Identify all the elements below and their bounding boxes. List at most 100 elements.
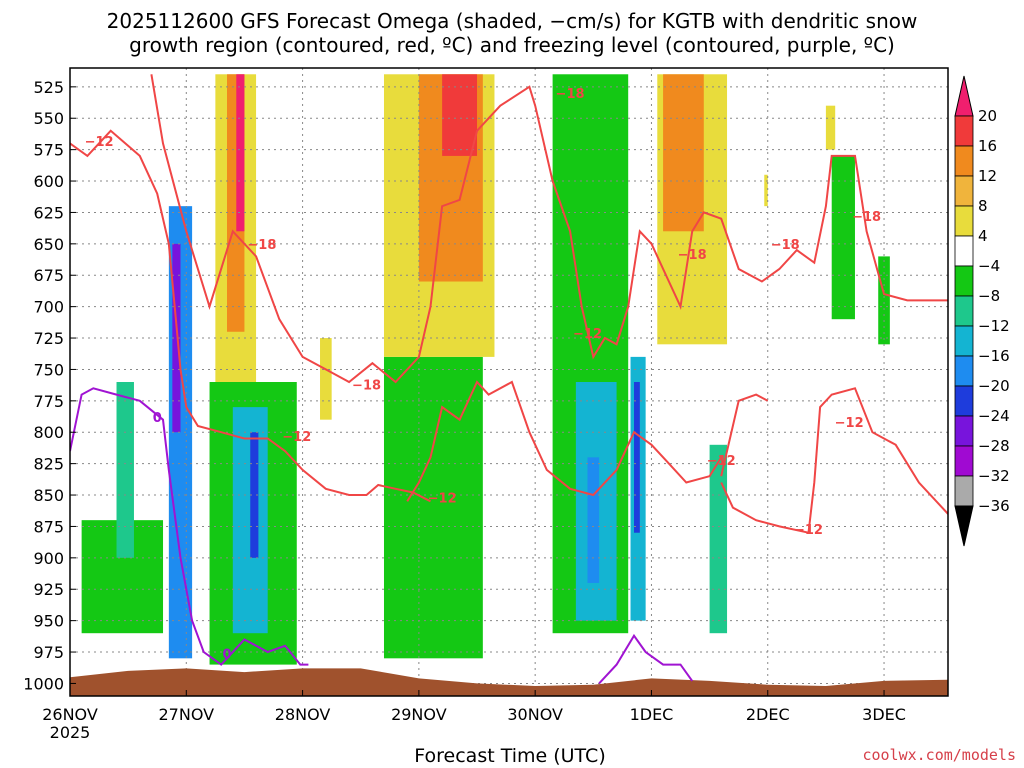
omega-region-25 (831, 155, 855, 320)
colorbar-seg-9 (954, 355, 974, 387)
gridlines (70, 68, 948, 696)
dgz-label-3: −12 (282, 430, 311, 445)
terrain (70, 668, 948, 696)
ytick-label-525: 525 (33, 78, 64, 97)
x-year-label: 2025 (50, 723, 91, 742)
omega-region-22 (709, 444, 728, 634)
colorbar-label-5: −4 (978, 257, 1000, 275)
dgz-contour-5 (807, 387, 948, 533)
omega-region-14 (442, 74, 478, 156)
omega-region-26 (878, 256, 890, 345)
freezing-label-0: 0 (153, 411, 162, 426)
xtick-label-29NOV: 29NOV (391, 705, 447, 724)
colorbar-seg-13 (954, 475, 974, 507)
ytick-label-900: 900 (33, 549, 64, 568)
colorbar-seg-7 (954, 295, 974, 327)
dgz-label-1: −18 (247, 238, 276, 253)
dgz-label-10: −18 (852, 210, 881, 225)
colorbar-label-0: 20 (978, 107, 997, 125)
dgz-label-5: −18 (678, 248, 707, 263)
colorbar-label-8: −16 (978, 347, 1010, 365)
colorbar-label-7: −12 (978, 317, 1010, 335)
freezing-contour-1 (598, 633, 694, 685)
ytick-label-725: 725 (33, 329, 64, 348)
omega-region-24 (825, 105, 836, 150)
dgz-contour-2 (406, 380, 723, 502)
colorbar-seg-8 (954, 325, 974, 357)
dgz-label-4: −18 (556, 87, 585, 102)
xtick-label-30NOV: 30NOV (507, 705, 563, 724)
xtick-label-27NOV: 27NOV (158, 705, 214, 724)
colorbar-seg-12 (954, 445, 974, 477)
ytick-label-875: 875 (33, 517, 64, 536)
colorbar: 20 16 12 8 4 −4 −8 −12 −16 −20 −24 −28 −32 −36 (954, 75, 1010, 547)
xtick-label-1DEC: 1DEC (630, 705, 674, 724)
x-axis-label: Forecast Time (UTC) (414, 745, 605, 767)
colorbar-label-6: −8 (978, 287, 1000, 305)
omega-region-6 (250, 432, 259, 558)
ytick-label-850: 850 (33, 486, 64, 505)
colorbar-label-10: −24 (978, 407, 1010, 425)
colorbar-seg-4 (954, 205, 974, 237)
ytick-label-950: 950 (33, 612, 64, 631)
colorbar-label-4: 4 (978, 227, 988, 245)
omega-region-3 (116, 382, 134, 558)
ytick-label-775: 775 (33, 392, 64, 411)
ytick-label-1000: 1000 (23, 674, 64, 693)
ytick-label-750: 750 (33, 360, 64, 379)
dgz-contour-1 (150, 74, 948, 384)
chart-title-line1: 2025112600 GFS Forecast Omega (shaded, −… (107, 9, 918, 33)
ytick-label-800: 800 (33, 423, 64, 442)
colorbar-seg-3 (954, 175, 974, 207)
colorbar-seg-6 (954, 265, 974, 297)
dgz-contours (70, 74, 948, 534)
omega-region-19 (634, 382, 640, 533)
ytick-label-575: 575 (33, 141, 64, 160)
xtick-label-26NOV: 26NOV (42, 705, 98, 724)
dgz-label-8: −18 (771, 238, 800, 253)
dgz-label-7: −12 (428, 492, 457, 507)
freezing-level-contours (70, 387, 694, 685)
colorbar-seg-1 (954, 115, 974, 147)
colorbar-label-1: 16 (978, 137, 997, 155)
colorbar-label-13: −36 (978, 497, 1010, 515)
colorbar-top-arrow (954, 75, 974, 117)
ytick-label-675: 675 (33, 266, 64, 285)
omega-region-10 (320, 338, 332, 420)
x-axis: 26NOV 27NOV 28NOV 29NOV 30NOV 1DEC 2DEC 3DEC (42, 690, 906, 724)
dgz-label-0: −12 (85, 135, 114, 150)
colorbar-bottom-arrow (954, 505, 974, 547)
dgz-label-2: −18 (352, 379, 381, 394)
ytick-label-925: 925 (33, 580, 64, 599)
plot-frame (69, 67, 949, 697)
dgz-label-6: −12 (573, 327, 602, 342)
ytick-label-550: 550 (33, 109, 64, 128)
omega-region-9 (236, 74, 245, 232)
y-axis: 525 550 575 600 625 650 675 700 725 750 775 800 825 8… (23, 78, 76, 693)
credit-text: coolwx.com/models (862, 746, 1016, 764)
dgz-label-12: −12 (794, 523, 823, 538)
dgz-contour-3 (720, 482, 809, 534)
dgz-contour-0 (70, 129, 431, 503)
colorbar-seg-2 (954, 145, 974, 177)
colorbar-label-3: 8 (978, 197, 988, 215)
dgz-label-9: −12 (707, 454, 736, 469)
ytick-label-825: 825 (33, 455, 64, 474)
colorbar-seg-10 (954, 385, 974, 417)
omega-shading (81, 74, 890, 665)
dgz-label-11: −12 (835, 416, 864, 431)
colorbar-label-12: −32 (978, 467, 1010, 485)
colorbar-label-2: 12 (978, 167, 997, 185)
terrain-area (70, 668, 948, 696)
omega-region-21 (663, 74, 704, 232)
ytick-label-650: 650 (33, 235, 64, 254)
ytick-label-600: 600 (33, 172, 64, 191)
freezing-contour-0 (70, 387, 309, 666)
colorbar-seg-5 (954, 235, 974, 267)
omega-region-1 (172, 243, 181, 433)
ytick-label-700: 700 (33, 298, 64, 317)
freezing-label-1: 0 (222, 647, 231, 662)
colorbar-seg-11 (954, 415, 974, 447)
contour-labels: −12 −18 −18 −12 −18 −18 −12 −12 −18 −12 −18 −12 −12 0… (85, 87, 882, 662)
